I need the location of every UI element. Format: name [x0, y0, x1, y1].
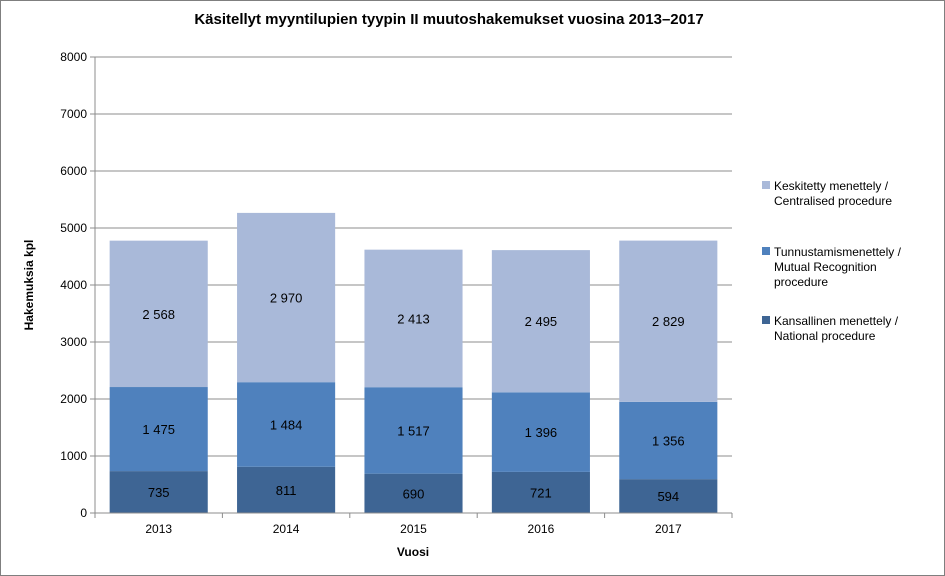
legend-entry-text: National procedure: [774, 329, 876, 343]
data-label: 594: [657, 489, 679, 504]
data-label: 1 484: [270, 417, 303, 432]
x-tick-label: 2014: [273, 522, 300, 536]
bar-segment: [619, 240, 718, 402]
data-label: 1 517: [397, 423, 430, 438]
y-axis-label: Hakemuksia kpl: [22, 240, 36, 331]
y-tick-label: 4000: [60, 278, 87, 292]
y-tick-label: 3000: [60, 335, 87, 349]
legend-entry-text: Mutual Recognition: [774, 260, 877, 274]
x-tick-labels: 2013 2014 2015 2016 2017: [145, 522, 682, 536]
legend-entry-text: procedure: [774, 275, 828, 289]
legend-entry-text: Centralised procedure: [774, 194, 892, 208]
bar-segment: [364, 387, 463, 474]
legend-entry-text: Tunnustamismenettely /: [774, 245, 902, 259]
y-tick-label: 8000: [60, 50, 87, 64]
legend-swatch: [762, 316, 770, 324]
bar-segment: [109, 240, 208, 388]
y-tick-label: 0: [80, 506, 87, 520]
legend-swatch: [762, 247, 770, 255]
bar-segment: [364, 473, 463, 513]
legend-entry-text: Kansallinen menettely /: [774, 314, 899, 328]
y-tick-label: 5000: [60, 221, 87, 235]
data-label: 1 475: [142, 422, 175, 437]
data-label: 735: [148, 485, 170, 500]
data-label: 2 413: [397, 311, 430, 326]
bar-segment: [619, 479, 718, 513]
y-tick-labels: 0 1000 2000 3000 4000 5000 6000 7000 8000: [60, 50, 87, 520]
y-tick-label: 2000: [60, 392, 87, 406]
x-tick-label: 2017: [655, 522, 682, 536]
data-label: 2 970: [270, 291, 303, 306]
data-label: 1 396: [525, 425, 558, 440]
bar-segment: [491, 392, 590, 472]
bar-segment: [619, 401, 718, 480]
data-label: 721: [530, 485, 552, 500]
legend-swatch: [762, 181, 770, 189]
bar-segment: [109, 387, 208, 472]
x-tick-label: 2013: [145, 522, 172, 536]
x-tick-label: 2015: [400, 522, 427, 536]
y-tick-label: 7000: [60, 107, 87, 121]
bar-segment: [109, 471, 208, 513]
legend-entry-text: Keskitetty menettely /: [774, 179, 889, 193]
x-tick-label: 2016: [528, 522, 555, 536]
y-tick-label: 6000: [60, 164, 87, 178]
bar-segment: [237, 382, 336, 467]
chart-title: Käsitellyt myyntilupien tyypin II muutos…: [194, 11, 703, 28]
bar-segment: [237, 212, 336, 383]
legend: Keskitetty menettely /Centralised proced…: [762, 179, 902, 343]
data-labels: 735 1 475 2 568 811 1 484 2 970 690 1 517 2 413 7…: [142, 291, 684, 505]
y-tick-label: 1000: [60, 449, 87, 463]
bar-segment: [491, 250, 590, 393]
data-label: 811: [276, 483, 297, 498]
data-label: 2 568: [142, 307, 175, 322]
data-label: 2 495: [525, 314, 558, 329]
axes: [90, 56, 733, 518]
bar-segment: [237, 466, 336, 513]
data-label: 2 829: [652, 314, 685, 329]
bar-segment: [491, 471, 590, 513]
bars: [109, 212, 718, 513]
x-axis-label: Vuosi: [397, 545, 429, 559]
data-label: 1 356: [652, 433, 685, 448]
data-label: 690: [403, 486, 425, 501]
bar-segment: [364, 249, 463, 388]
